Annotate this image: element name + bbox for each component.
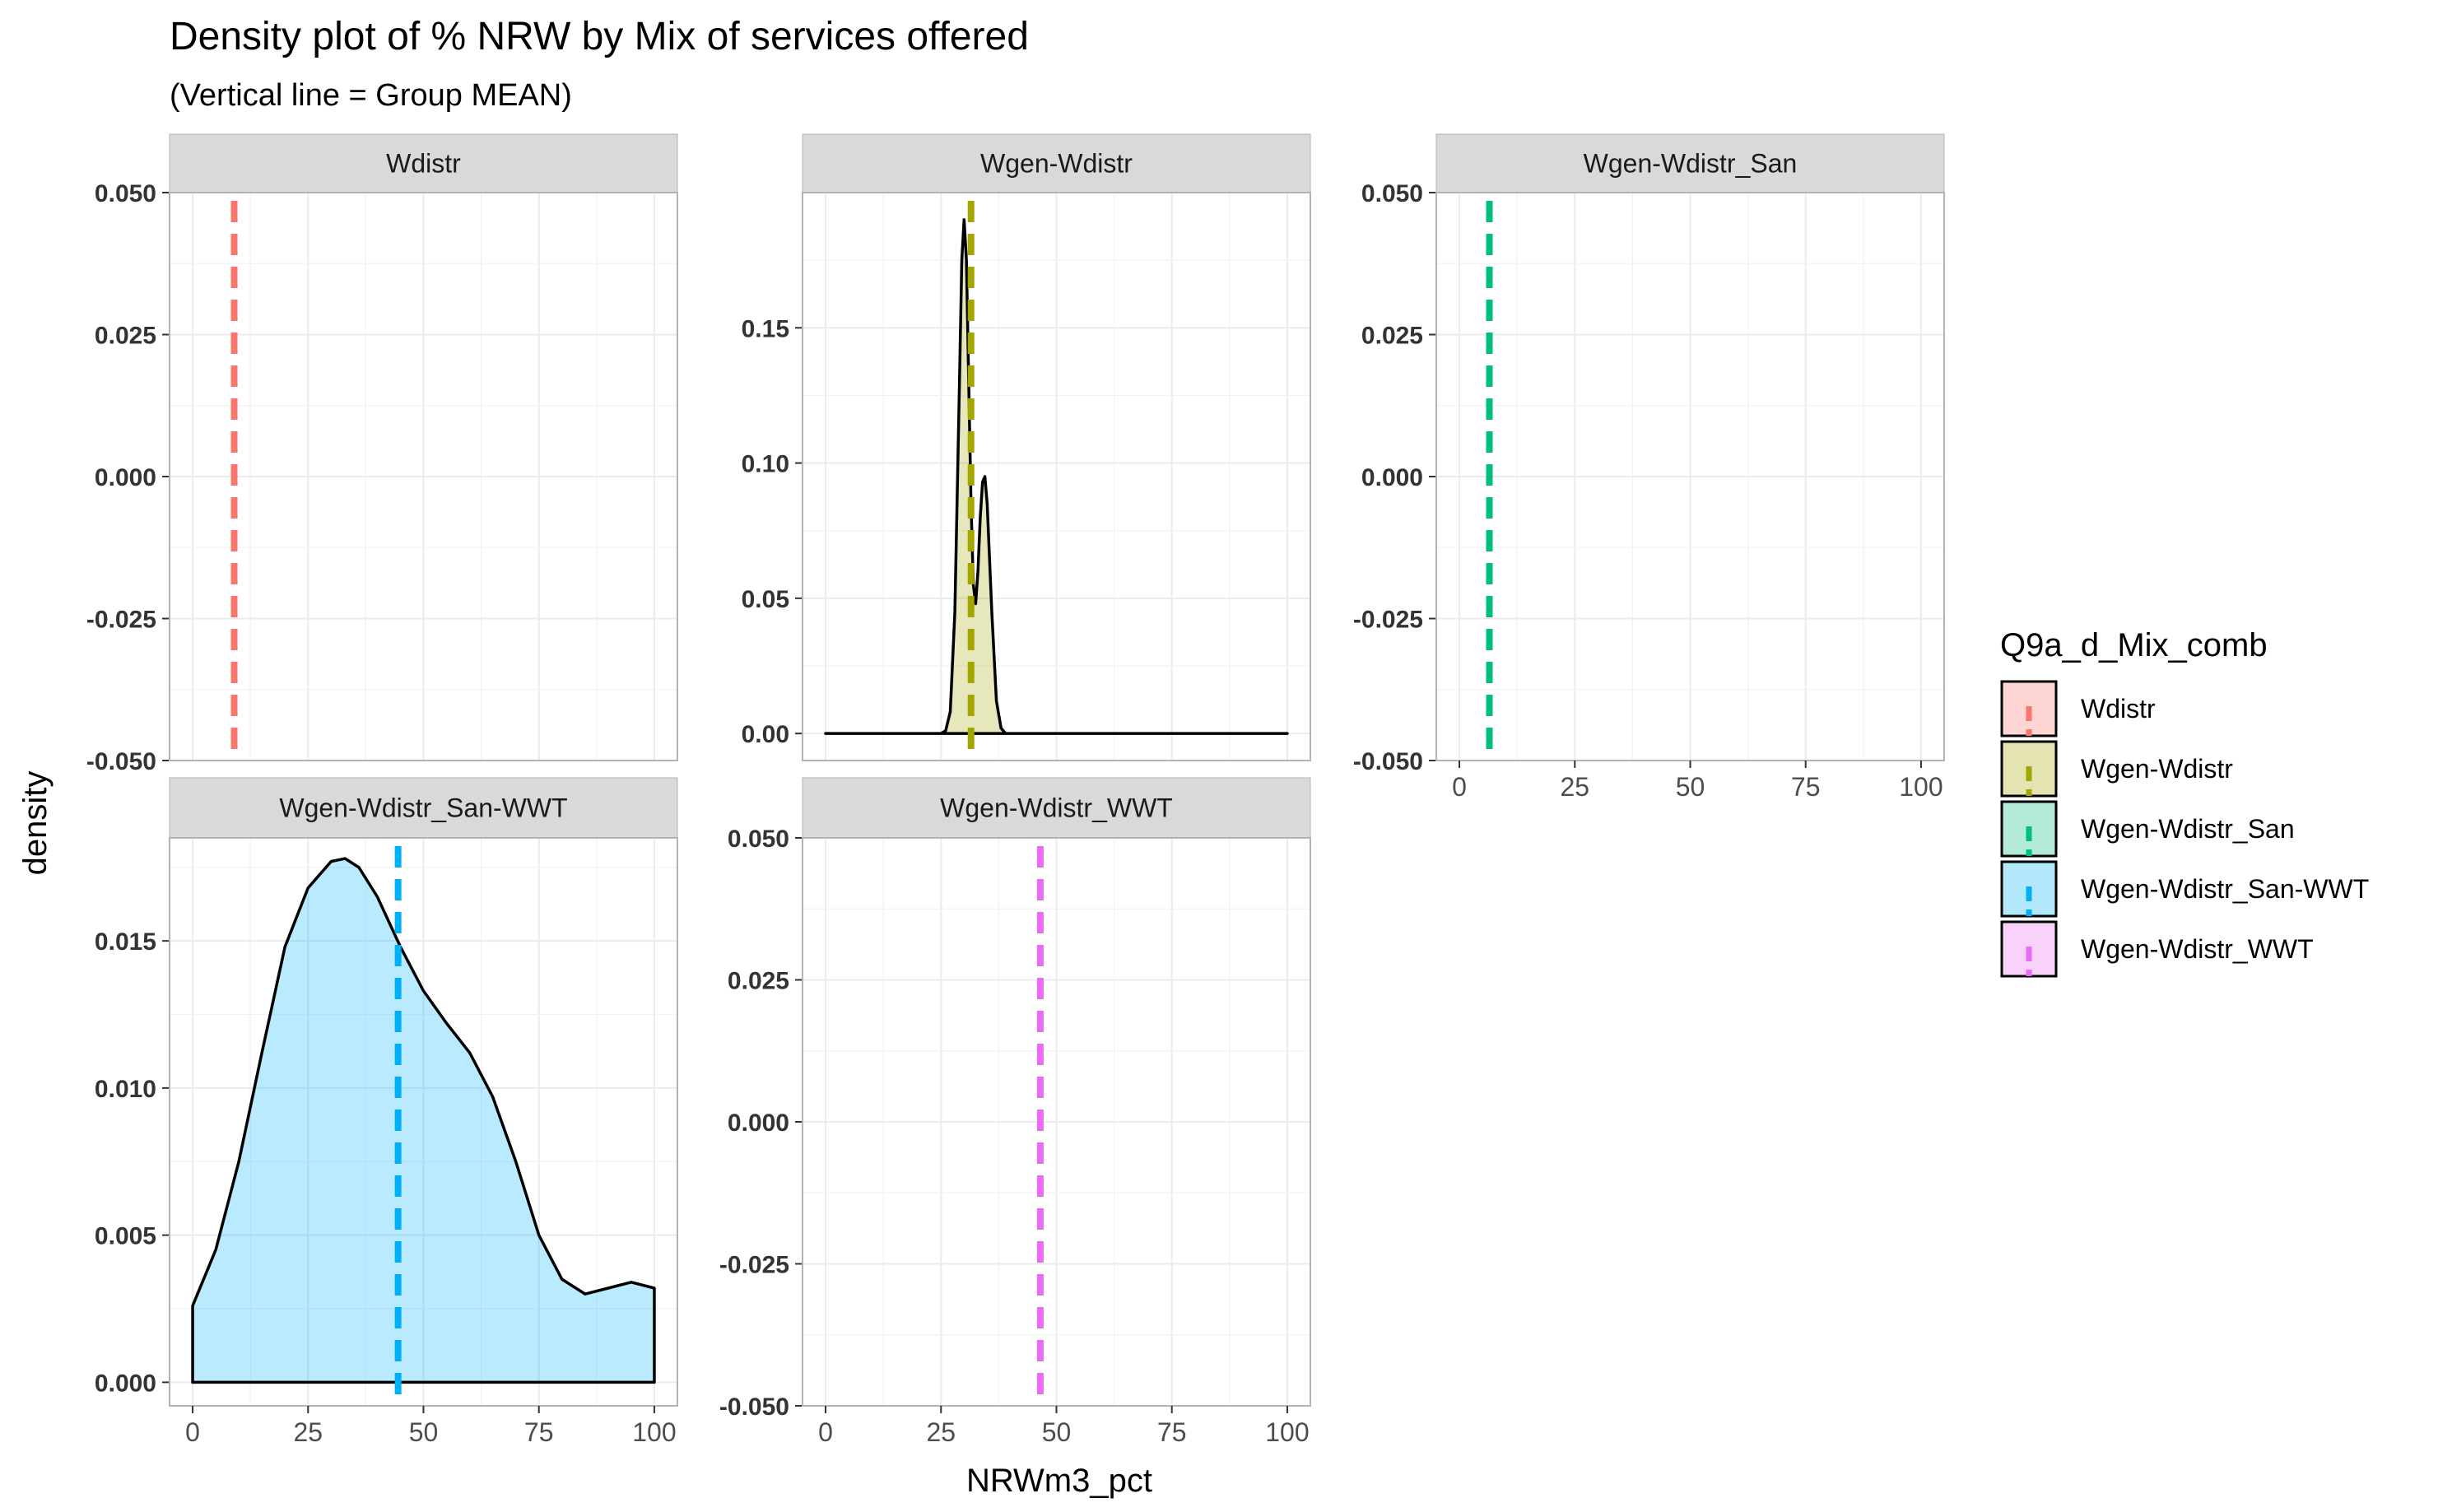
x-tick-label: 75 — [1157, 1417, 1187, 1447]
x-tick-label: 100 — [1265, 1417, 1309, 1447]
facet-strip — [169, 777, 678, 839]
facet-strip-label: Wgen-Wdistr_San-WWT — [279, 793, 567, 823]
y-tick-label: 0.05 — [742, 586, 789, 613]
legend-label: Wgen-Wdistr_San — [2081, 814, 2295, 844]
panel-wgen-wdistr-wwt: Wgen-Wdistr_WWT -0.050 -0.025 0.000 0.025 0.0… — [719, 777, 1311, 1447]
chart-title: Density plot of % NRW by Mix of services… — [170, 15, 1029, 58]
y-tick-label: 0.15 — [742, 315, 789, 342]
density-area — [191, 857, 656, 1384]
facet-strip-label: Wgen-Wdistr_WWT — [940, 793, 1173, 823]
y-tick-label: 0.010 — [95, 1076, 156, 1103]
legend-title: Q9a_d_Mix_comb — [2000, 627, 2268, 663]
facet-strip — [169, 133, 678, 193]
x-tick-label: 50 — [409, 1417, 439, 1447]
y-tick-label: 0.015 — [95, 928, 156, 956]
legend-label: Wdistr — [2081, 694, 2156, 723]
y-axis-title: density — [17, 771, 54, 876]
y-tick-label: 0.000 — [95, 1370, 156, 1397]
legend-item-wgen-wdistr: Wgen-Wdistr — [2000, 740, 2233, 798]
x-tick-label: 100 — [632, 1417, 676, 1447]
panel-wgen-wdistr-san-wwt: Wgen-Wdistr_San-WWT 0.000 0.005 0.010 0.015 0… — [95, 777, 678, 1447]
legend-label: Wgen-Wdistr_WWT — [2081, 934, 2314, 964]
chart-subtitle: (Vertical line = Group MEAN) — [170, 78, 572, 113]
legend-item-wgen-wdistr-san: Wgen-Wdistr_San — [2000, 800, 2295, 858]
x-tick-label: 0 — [1452, 772, 1467, 802]
legend-label: Wgen-Wdistr_San-WWT — [2081, 874, 2369, 904]
facet-panels: Wdistr-0.050-0.0250.0000.0250.050Wgen-Wd… — [86, 133, 1945, 1447]
facet-strip — [802, 777, 1311, 839]
x-tick-label: 75 — [1791, 772, 1821, 802]
legend-item-wgen-wdistr-wwt: Wgen-Wdistr_WWT — [2000, 920, 2314, 978]
panel-wgen-wdistr-san: Wgen-Wdistr_San -0.050 -0.025 0.000 0.025 0.0… — [1353, 133, 1945, 802]
panel-border — [169, 192, 678, 761]
x-tick-label: 25 — [926, 1417, 956, 1447]
y-tick-label: 0.050 — [95, 180, 156, 207]
x-tick-label: 50 — [1042, 1417, 1072, 1447]
legend-item-wdistr: Wdistr — [2000, 680, 2156, 737]
y-tick-label: 0.005 — [95, 1223, 156, 1250]
x-tick-label: 0 — [185, 1417, 200, 1447]
legend-label: Wgen-Wdistr — [2081, 754, 2233, 784]
facet-strip-label: Wgen-Wdistr — [980, 149, 1133, 179]
legend-item-wgen-wdistr-san-wwt: Wgen-Wdistr_San-WWT — [2000, 860, 2369, 918]
y-tick-label: -0.025 — [86, 607, 156, 634]
facet-strip — [802, 133, 1311, 193]
x-tick-label: 25 — [293, 1417, 323, 1447]
y-tick-label: 0.000 — [95, 464, 156, 491]
x-tick-label: 25 — [1560, 772, 1589, 802]
y-tick-label: 0.00 — [742, 721, 789, 748]
y-tick-label: 0.050 — [728, 826, 789, 853]
panel-wgen-wdistr: Wgen-Wdistr 0.00 0.05 0.10 0.15 — [742, 133, 1311, 761]
y-tick-label: 0.025 — [728, 968, 789, 995]
x-tick-label: 100 — [1899, 772, 1942, 802]
y-tick-label: -0.025 — [719, 1252, 789, 1279]
y-tick-label: 0.025 — [1361, 323, 1423, 350]
x-tick-label: 0 — [818, 1417, 833, 1447]
y-tick-label: 0.000 — [1361, 464, 1423, 491]
x-tick-label: 50 — [1676, 772, 1705, 802]
x-tick-label: 75 — [524, 1417, 554, 1447]
y-tick-label: 0.000 — [728, 1110, 789, 1137]
y-tick-label: -0.025 — [1353, 607, 1423, 634]
y-tick-label: 0.025 — [95, 323, 156, 350]
density-area — [824, 218, 1289, 735]
facet-strip-label: Wdistr — [386, 149, 461, 179]
facet-strip — [1435, 133, 1945, 193]
y-tick-label: 0.10 — [742, 451, 789, 478]
panel-wdistr: Wdistr -0.050 -0.025 0.000 0.025 0.050 — [86, 133, 678, 775]
x-axis-title: NRWm3_pct — [966, 1463, 1152, 1499]
y-tick-label: -0.050 — [1353, 748, 1423, 775]
y-tick-label: 0.050 — [1361, 180, 1423, 207]
y-tick-label: -0.050 — [719, 1393, 789, 1421]
panel-border — [802, 192, 1311, 761]
legend: Q9a_d_Mix_comb Wdistr Wgen-Wdistr Wgen-Wdi… — [2000, 627, 2369, 978]
y-tick-label: -0.050 — [86, 748, 156, 775]
facet-strip-label: Wgen-Wdistr_San — [1584, 149, 1798, 179]
